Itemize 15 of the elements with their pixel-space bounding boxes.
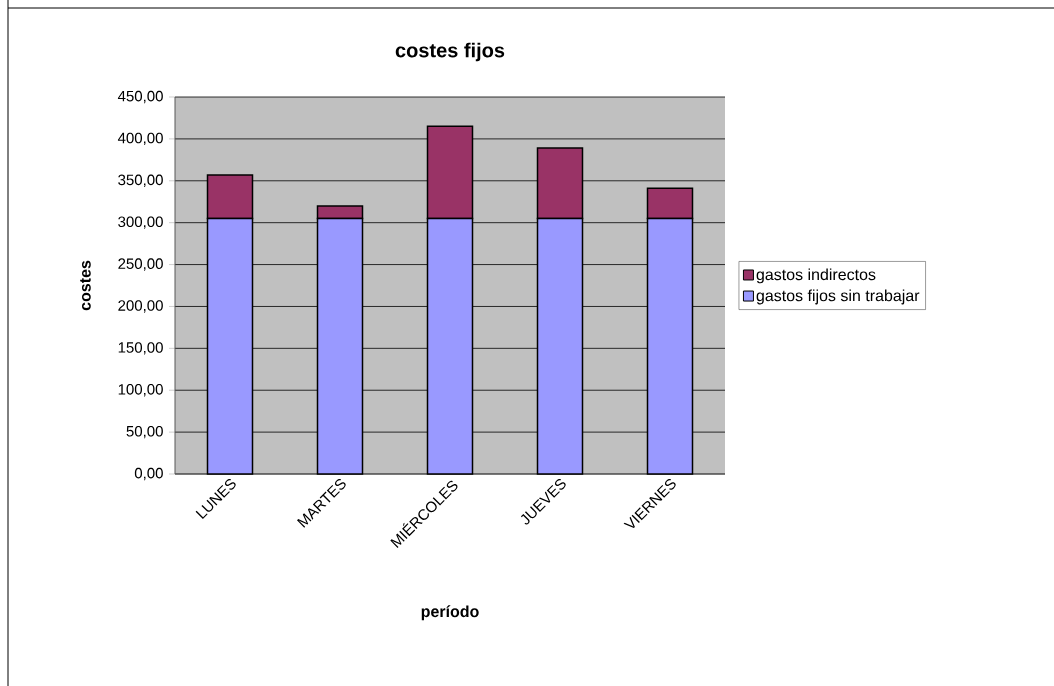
- y-tick-label: 300,00: [118, 216, 163, 229]
- y-tick-label: 100,00: [118, 384, 163, 397]
- chart-title: costes fijos: [395, 42, 505, 62]
- y-tick-label: 200,00: [118, 300, 163, 313]
- y-tick-label: 250,00: [118, 258, 163, 271]
- y-tick-label: 350,00: [118, 174, 163, 187]
- y-tick-label: 150,00: [118, 342, 163, 355]
- y-axis-title: costes: [80, 260, 91, 311]
- y-tick-label: 0,00: [134, 467, 163, 481]
- y-tick-label: 400,00: [117, 132, 163, 146]
- legend-label: gastos fijos sin trabajar: [756, 289, 920, 305]
- x-axis-title: período: [421, 605, 479, 621]
- y-tick-label: 450,00: [117, 90, 163, 104]
- legend-label: gastos indirectos: [756, 268, 876, 284]
- y-tick-label: 50,00: [126, 425, 163, 439]
